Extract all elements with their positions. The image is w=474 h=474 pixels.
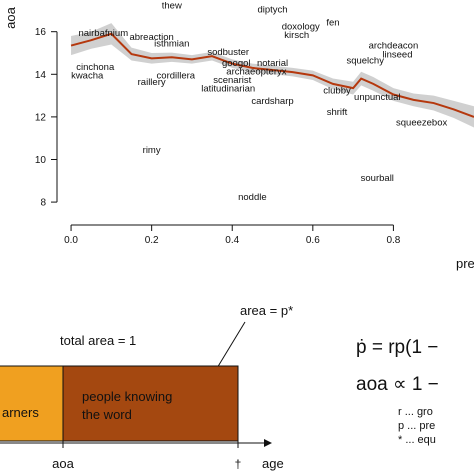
word-point: sodbuster — [207, 47, 249, 58]
word-point: linseed — [382, 49, 412, 60]
x-tick-label: 0.8 — [386, 235, 400, 246]
y-tick-label: 8 — [40, 198, 46, 209]
fit-line — [70, 32, 474, 118]
equation-growth: ṗ = rp(1 − — [356, 337, 438, 358]
y-tick-label: 10 — [35, 155, 47, 166]
word-point: abreaction — [129, 32, 173, 43]
total-area-label: total area = 1 — [60, 333, 136, 348]
word-point: cordillera — [157, 71, 196, 82]
word-point: squelchy — [346, 56, 384, 67]
word-point: scenarist — [213, 75, 251, 86]
word-point: notarial — [257, 58, 288, 69]
word-point: clubby — [323, 85, 351, 96]
word-point: noddle — [238, 192, 267, 203]
legend-star: * ... equ — [398, 434, 436, 446]
legend-p: p ... pre — [398, 420, 435, 432]
equation-aoa: aoa ∝ 1 − — [356, 374, 439, 395]
word-point: cinchona — [76, 62, 115, 73]
word-point: isthmian — [154, 39, 189, 50]
word-point: cardsharp — [251, 96, 293, 107]
adoption-model-panel: area = p* total area = 1 arners people k… — [0, 303, 439, 471]
word-point: googol — [222, 58, 251, 69]
age-axis-label: age — [262, 456, 284, 471]
word-point: doxology — [282, 22, 320, 33]
word-point: kirsch — [284, 30, 309, 41]
word-point: nairbafnium — [78, 28, 128, 39]
word-point: shrift — [327, 107, 348, 118]
age-axis-arrowhead — [264, 439, 272, 447]
x-axis-label: pre — [456, 256, 474, 271]
word-point: kwacha — [71, 71, 104, 82]
y-tick-label: 14 — [35, 70, 47, 81]
x-tick-label: 0.2 — [145, 235, 159, 246]
death-dagger-label: † — [235, 457, 242, 471]
y-axis-label: aoa — [3, 6, 18, 28]
x-tick-label: 0.6 — [306, 235, 320, 246]
y-tick-label: 16 — [35, 27, 47, 38]
word-point: squeezebox — [396, 117, 447, 128]
word-point: latitudinarian — [201, 83, 255, 94]
aoa-axis-label: aoa — [52, 456, 74, 471]
area-label: area = p* — [240, 303, 293, 318]
word-point: archdeacon — [369, 41, 419, 52]
knowers-label-line2: the word — [82, 407, 132, 422]
learners-label: arners — [2, 405, 39, 420]
x-tick-label: 0.0 — [64, 235, 78, 246]
word-point: raillery — [138, 77, 166, 88]
axes: 8 10 12 14 16 0.0 0.2 0.4 0.6 0.8 — [35, 27, 401, 246]
smooth-fit-line — [70, 32, 474, 118]
word-point: diptych — [257, 5, 287, 16]
y-tick-label: 12 — [35, 112, 47, 123]
knowers-label-line1: people knowing — [82, 389, 172, 404]
word-point: fen — [326, 17, 339, 28]
legend-r: r ... gro — [398, 406, 433, 418]
word-point: rimy — [143, 145, 161, 156]
word-point: archaeopteryx — [226, 66, 286, 77]
x-tick-label: 0.4 — [225, 235, 239, 246]
knowers-box — [62, 365, 239, 442]
word-point: sourball — [361, 173, 394, 184]
learners-box — [0, 365, 64, 442]
word-point: unpunctual — [354, 92, 400, 103]
word-point: thew — [162, 0, 182, 11]
